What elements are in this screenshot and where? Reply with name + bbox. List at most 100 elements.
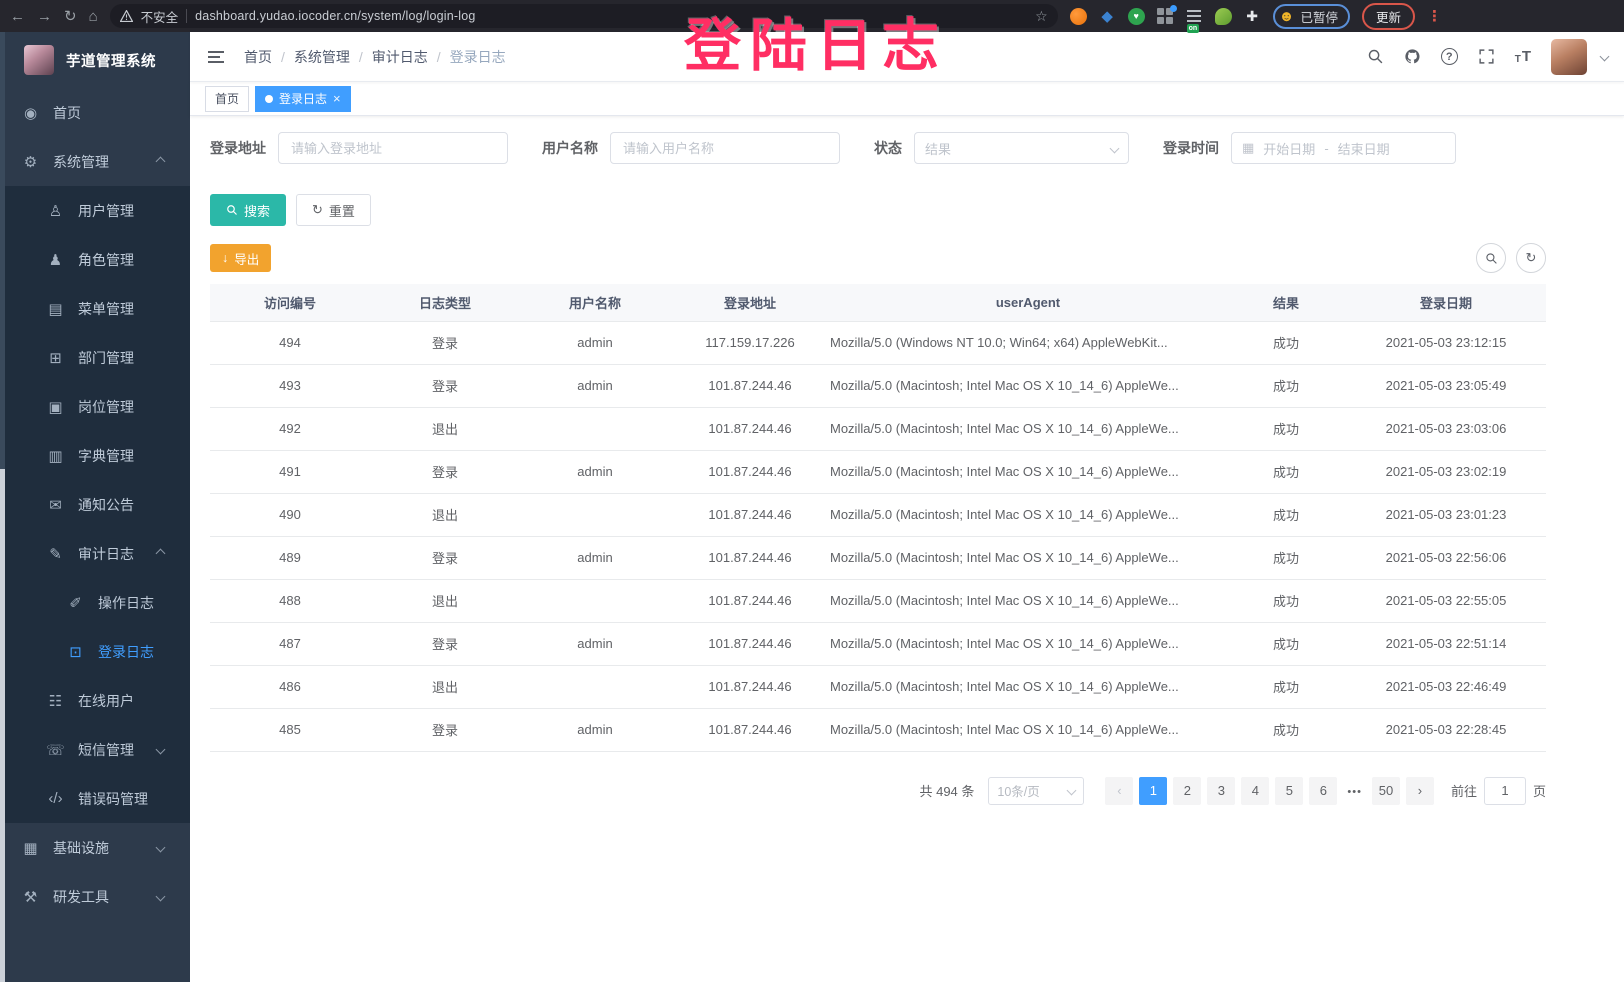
goto-page-input[interactable] — [1483, 776, 1526, 805]
cell-type: 登录 — [370, 622, 520, 666]
refresh-table-button[interactable]: ↻ — [1516, 243, 1546, 273]
sidebar-item-notice[interactable]: ✉ 通知公告 — [0, 480, 190, 529]
breadcrumb-item[interactable]: 系统管理 — [293, 48, 350, 65]
breadcrumb-separator: / — [436, 48, 441, 65]
chevron-down-icon[interactable] — [1599, 51, 1610, 62]
sidebar-item-sms[interactable]: ☏ 短信管理 — [0, 725, 190, 774]
sidebar-scrollbar[interactable] — [0, 32, 5, 982]
sidebar-item-operate-log[interactable]: ✐ 操作日志 — [0, 578, 190, 627]
sidebar-item-devtools[interactable]: ⚒ 研发工具 — [0, 872, 190, 921]
page-size-select[interactable]: 10条/页 — [988, 776, 1085, 805]
reload-icon[interactable]: ↻ — [64, 7, 77, 25]
update-button[interactable]: 更新 — [1361, 2, 1415, 30]
close-icon[interactable]: × — [333, 91, 341, 106]
cell-id: 490 — [210, 493, 370, 537]
question-icon[interactable]: ? — [1440, 48, 1458, 65]
page-button-4[interactable]: 4 — [1241, 776, 1270, 805]
login-log-icon: ⊡ — [69, 643, 82, 661]
login-address-label: 登录地址 — [210, 140, 266, 156]
cell-result: 成功 — [1226, 493, 1346, 537]
scrollbar-thumb[interactable] — [0, 32, 5, 469]
fullscreen-icon[interactable] — [1478, 48, 1495, 65]
pagination-total: 共 494 条 — [919, 784, 975, 799]
search-icon[interactable] — [1367, 48, 1384, 65]
reset-button[interactable]: ↻ 重置 — [296, 194, 371, 226]
extension-gem-icon[interactable]: ◆ — [1101, 8, 1113, 25]
cell-id: 486 — [210, 665, 370, 709]
prev-page-button[interactable]: ‹ — [1105, 776, 1134, 805]
sidebar-item-user[interactable]: ♙ 用户管理 — [0, 186, 190, 235]
page-button-2[interactable]: 2 — [1173, 776, 1202, 805]
cell-type: 退出 — [370, 493, 520, 537]
cell-ua: Mozilla/5.0 (Macintosh; Intel Mac OS X 1… — [830, 665, 1226, 709]
extension-grid-icon[interactable] — [1157, 4, 1177, 25]
sidebar-item-dashboard[interactable]: ◉ 首页 — [0, 88, 190, 137]
forward-icon[interactable]: → — [37, 7, 52, 25]
sidebar-item-online-user[interactable]: ☷ 在线用户 — [0, 676, 190, 725]
export-button[interactable]: ↓ 导出 — [210, 244, 272, 272]
table-row: 488 退出 101.87.244.46 Mozilla/5.0 (Macintosh… — [210, 579, 1546, 623]
github-icon[interactable] — [1404, 48, 1421, 65]
sidebar-item-label: 基础设施 — [53, 839, 109, 856]
devtools-icon: ⚒ — [23, 888, 38, 906]
extension-list-icon[interactable]: on — [1186, 8, 1203, 33]
extensions-puzzle-icon[interactable]: ✚ — [1246, 7, 1258, 24]
more-pages-icon[interactable]: ••• — [1347, 786, 1362, 798]
sidebar-item-menu-tree[interactable]: ▤ 菜单管理 — [0, 284, 190, 333]
extension-heart-icon[interactable]: ♥ — [1127, 7, 1145, 25]
breadcrumb-item[interactable]: 首页 — [244, 48, 272, 65]
calendar-icon: ▦ — [1242, 140, 1255, 155]
cell-id: 491 — [210, 450, 370, 494]
sidebar-item-gear[interactable]: ⚙ 系统管理 — [0, 137, 190, 186]
user-avatar[interactable] — [1551, 38, 1587, 75]
cell-type: 登录 — [370, 450, 520, 494]
sidebar-item-dept[interactable]: ⊞ 部门管理 — [0, 333, 190, 382]
page-button-3[interactable]: 3 — [1207, 776, 1236, 805]
cell-ip: 101.87.244.46 — [670, 493, 830, 537]
address-bar[interactable]: 不安全 dashboard.yudao.iocoder.cn/system/lo… — [109, 4, 1058, 28]
sidebar-item-post[interactable]: ▣ 岗位管理 — [0, 382, 190, 431]
browser-menu-icon[interactable]: ⋮ — [1426, 8, 1442, 25]
extension-orange-icon[interactable] — [1069, 7, 1087, 25]
sidebar-item-error-code[interactable]: ‹/› 错误码管理 — [0, 774, 190, 823]
home-icon[interactable]: ⌂ — [88, 7, 98, 25]
tab-登录日志[interactable]: 登录日志 × — [255, 85, 351, 112]
tab-首页[interactable]: 首页 — [205, 85, 250, 112]
sidebar-item-login-log[interactable]: ⊡ 登录日志 — [0, 627, 190, 676]
sidebar-item-roles[interactable]: ♟ 角色管理 — [0, 235, 190, 284]
bookmark-star-icon[interactable]: ☆ — [1035, 7, 1048, 24]
cell-result: 成功 — [1226, 536, 1346, 580]
breadcrumb-item[interactable]: 审计日志 — [371, 48, 428, 65]
app-logo[interactable]: 芋道管理系统 — [0, 32, 190, 88]
cell-result: 成功 — [1226, 407, 1346, 451]
security-label[interactable]: 不安全 — [140, 10, 179, 25]
page-button-6[interactable]: 6 — [1309, 776, 1338, 805]
sidebar-item-audit-log[interactable]: ✎ 审计日志 — [0, 529, 190, 578]
page-button-1[interactable]: 1 — [1139, 776, 1168, 805]
toggle-search-button[interactable] — [1476, 243, 1506, 273]
back-icon[interactable]: ← — [10, 7, 25, 25]
next-page-button[interactable]: › — [1405, 776, 1434, 805]
cell-result: 成功 — [1226, 321, 1346, 365]
login-log-table: 访问编号 日志类型 用户名称 登录地址 userAgent 结果 登录日期 494 登录 adm… — [210, 284, 1546, 752]
profile-paused-pill[interactable]: ☻ 已暂停 — [1272, 3, 1350, 29]
username-input[interactable] — [610, 132, 840, 164]
hamburger-icon[interactable] — [206, 47, 226, 67]
login-time-range-picker[interactable]: ▦ 开始日期 - 结束日期 — [1231, 132, 1456, 164]
page-button-50[interactable]: 50 — [1371, 776, 1400, 805]
breadcrumb-separator: / — [281, 48, 285, 65]
sidebar-item-dict[interactable]: ▥ 字典管理 — [0, 431, 190, 480]
page-button-5[interactable]: 5 — [1275, 776, 1304, 805]
login-address-input[interactable] — [278, 132, 508, 164]
sidebar-item-label: 首页 — [53, 104, 81, 121]
sms-icon: ☏ — [46, 741, 65, 759]
extension-leaf-icon[interactable] — [1214, 7, 1232, 25]
breadcrumb-item[interactable]: 登录日志 — [449, 48, 506, 65]
search-button[interactable]: 搜索 — [210, 194, 287, 226]
sidebar-item-infra[interactable]: ▦ 基础设施 — [0, 823, 190, 872]
status-select[interactable]: 结果 — [914, 132, 1129, 164]
tags-view: 首页 登录日志 × — [190, 82, 1624, 116]
sidebar-item-label: 在线用户 — [78, 692, 134, 709]
